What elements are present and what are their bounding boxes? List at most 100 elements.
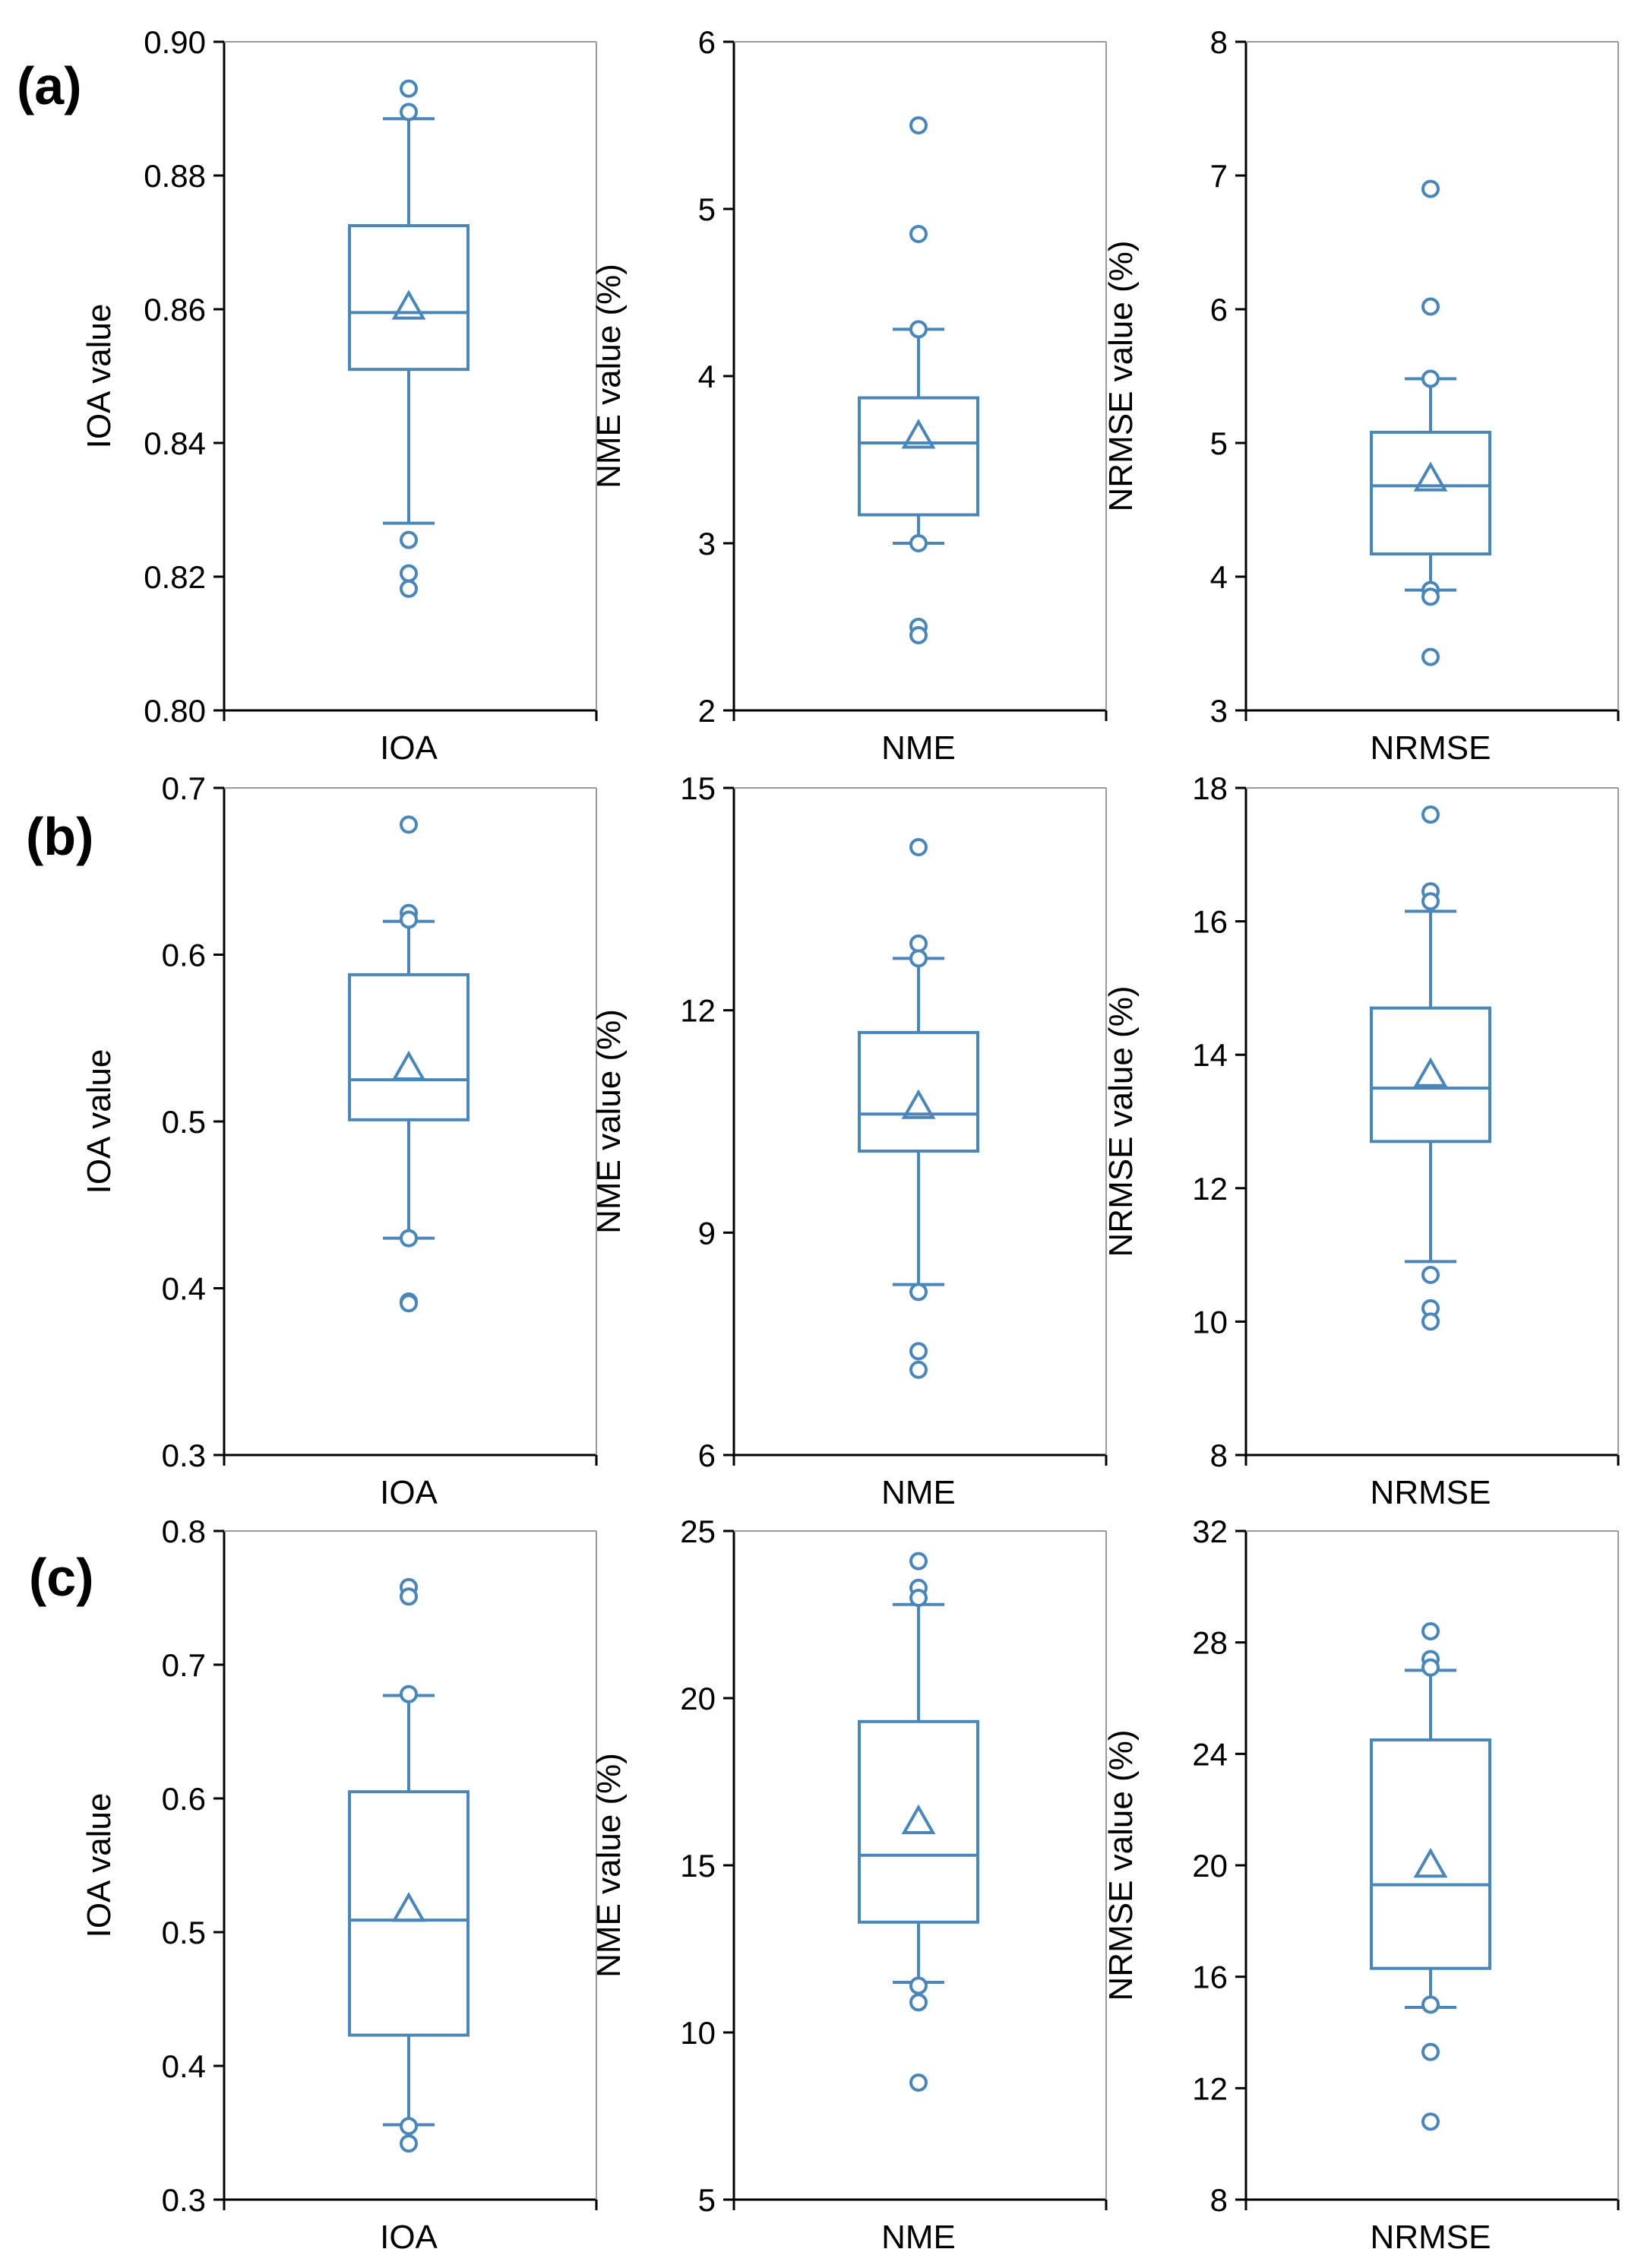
p11-y-tick-label: 0.80 [144, 693, 206, 729]
p32-iqr-box [858, 1719, 979, 1924]
p11-outlier-point [400, 103, 418, 122]
p32-outlier-point [909, 1552, 928, 1571]
p33-y-tick-label: 24 [1192, 1736, 1228, 1772]
p11-iqr-box [348, 224, 470, 372]
p33-y-tick-label: 16 [1192, 1960, 1228, 1995]
p13-y-tick-label: 7 [1210, 158, 1228, 194]
p13-y-tick-label: 8 [1210, 24, 1228, 60]
p11-outlier-point [400, 564, 418, 583]
p13-y-tick-label: 4 [1210, 559, 1228, 595]
p33-mean-marker [1413, 1847, 1448, 1878]
p33-iqr-box [1370, 1738, 1491, 1970]
p11-y-tick-label: 0.88 [144, 158, 206, 194]
panel-label-a: (a) [17, 56, 82, 115]
p21-y-tick-label: 0.7 [162, 770, 206, 806]
p12-y-tick-label: 6 [698, 24, 716, 60]
p13-y-tick-label: 5 [1210, 425, 1228, 461]
p22-category-label: NME [881, 1474, 956, 1511]
p23-y-tick-label: 10 [1192, 1304, 1228, 1340]
p13-y-tick-label: 6 [1210, 292, 1228, 327]
p21-category-label: IOA [380, 1474, 438, 1511]
p22-y-tick-label: 15 [680, 770, 716, 806]
p12-iqr-box [858, 396, 979, 517]
p22-y-axis-title: NME value (%) [590, 1009, 628, 1234]
p31-mean-marker [391, 1892, 426, 1922]
p32-outlier-point [909, 2073, 928, 2092]
p12-y-tick-label: 5 [698, 191, 716, 227]
p31-outlier-point [400, 2117, 418, 2136]
p21-outlier-point [400, 1294, 418, 1313]
p21-outlier-point [400, 815, 418, 834]
p13-mean-marker [1413, 461, 1448, 492]
p33-y-axis-title: NRMSE value (%) [1102, 1730, 1140, 2001]
p13-outlier-point [1421, 369, 1440, 388]
p11-y-tick-label: 0.90 [144, 24, 206, 60]
p33-y-tick-label: 12 [1192, 2070, 1228, 2106]
p12-category-label: NME [881, 729, 956, 767]
p31-outlier-point [400, 1684, 418, 1703]
p23-outlier-point [1421, 1312, 1440, 1331]
p23-outlier-point [1421, 805, 1440, 824]
p22-outlier-point [909, 1283, 928, 1302]
p12-outlier-point [909, 626, 928, 644]
p22-outlier-point [909, 1360, 928, 1379]
p11-y-tick-label: 0.82 [144, 559, 206, 595]
p22-outlier-point [909, 838, 928, 857]
p31-category-label: IOA [380, 2219, 438, 2256]
p31-y-tick-label: 0.6 [162, 1781, 206, 1817]
p22-y-tick-label: 6 [698, 1438, 716, 1473]
p11-y-tick-label: 0.86 [144, 292, 206, 327]
p11-outlier-point [400, 79, 418, 98]
p23-y-tick-label: 12 [1192, 1171, 1228, 1207]
p22-outlier-point [909, 934, 928, 953]
p31-y-tick-label: 0.8 [162, 1514, 206, 1549]
p23-y-tick-label: 14 [1192, 1037, 1228, 1073]
p31-y-tick-label: 0.4 [162, 2048, 206, 2084]
p33-outlier-point [1421, 1622, 1440, 1640]
p11-mean-marker [391, 289, 426, 320]
p12-y-tick-label: 4 [698, 359, 716, 394]
p21-y-axis-title: IOA value [81, 1049, 118, 1194]
p31-y-tick-label: 0.7 [162, 1647, 206, 1683]
p33-y-tick-label: 8 [1210, 2182, 1228, 2218]
p33-category-label: NRMSE [1371, 2219, 1491, 2256]
panel-label-b: (b) [26, 807, 94, 866]
p31-y-axis-title: IOA value [81, 1793, 118, 1938]
p23-outlier-point [1421, 1265, 1440, 1284]
p12-outlier-point [909, 320, 928, 339]
p12-outlier-point [909, 534, 928, 552]
p13-outlier-point [1421, 297, 1440, 316]
p23-iqr-box [1370, 1006, 1491, 1143]
p11-category-label: IOA [380, 729, 438, 767]
p13-outlier-point [1421, 587, 1440, 606]
p32-y-tick-label: 25 [680, 1514, 716, 1549]
p22-y-tick-label: 9 [698, 1215, 716, 1251]
p31-outlier-point [400, 2134, 418, 2153]
p23-mean-marker [1413, 1057, 1448, 1087]
p21-y-tick-label: 0.5 [162, 1104, 206, 1140]
p33-outlier-point [1421, 1995, 1440, 2014]
p32-category-label: NME [881, 2219, 956, 2256]
p11-y-tick-label: 0.84 [144, 425, 206, 461]
p32-y-tick-label: 10 [680, 2015, 716, 2051]
p32-outlier-point [909, 1976, 928, 1995]
p22-y-tick-label: 12 [680, 993, 716, 1029]
p11-y-axis-title: IOA value [81, 304, 118, 449]
p13-y-axis-title: NRMSE value (%) [1102, 241, 1140, 512]
p33-y-tick-label: 20 [1192, 1848, 1228, 1884]
p23-y-tick-label: 16 [1192, 904, 1228, 940]
p13-iqr-box [1370, 430, 1491, 556]
p33-outlier-point [1421, 2042, 1440, 2061]
p31-iqr-box [348, 1790, 470, 2037]
p31-outlier-point [400, 1587, 418, 1606]
p21-mean-marker [391, 1050, 426, 1081]
p21-iqr-box [348, 973, 470, 1121]
p13-outlier-point [1421, 647, 1440, 666]
p32-mean-marker [901, 1804, 936, 1835]
p13-y-tick-label: 3 [1210, 693, 1228, 729]
p22-outlier-point [909, 949, 928, 968]
p33-y-tick-label: 32 [1192, 1514, 1228, 1549]
p33-outlier-point [1421, 2112, 1440, 2131]
